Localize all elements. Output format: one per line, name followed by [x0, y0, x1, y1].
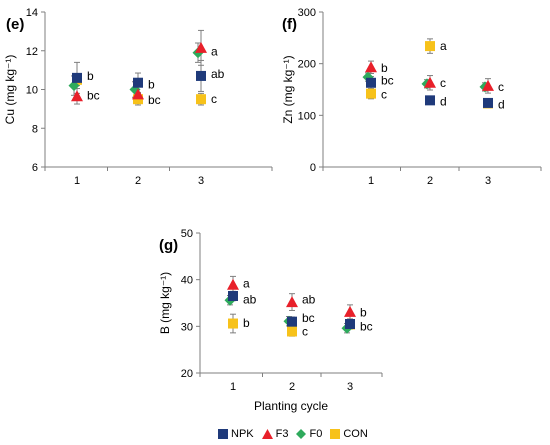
f3-data-point: [286, 296, 298, 308]
f3-triangle-marker-icon: [261, 429, 273, 439]
f3-data-point: [365, 61, 377, 73]
f3-data-point: [71, 90, 83, 102]
f3-data-point: [344, 305, 356, 317]
f3-data-point: [132, 88, 144, 100]
f3-data-point: [227, 278, 239, 290]
x-axis-title: Planting cycle: [254, 399, 328, 413]
f3-data-point: [195, 41, 207, 53]
significance-letter: b: [360, 305, 367, 319]
f3-data-point: [424, 76, 436, 88]
significance-letter: ab: [211, 67, 225, 81]
legend-item-con: CON: [330, 428, 368, 440]
panel-label: (g): [159, 237, 178, 254]
x-tick-label: 3: [347, 381, 353, 393]
significance-letter: c: [381, 88, 387, 102]
y-tick-label: 30: [181, 321, 193, 333]
significance-letter: b: [381, 61, 388, 75]
panel-label: (e): [6, 16, 24, 33]
legend-item-npk: NPK: [218, 428, 254, 440]
significance-letter: bc: [148, 93, 161, 107]
legend-label: F0: [309, 428, 323, 440]
con-square-marker-icon: [330, 429, 341, 439]
legend-item-f3: F3: [261, 428, 289, 440]
significance-letter: b: [243, 316, 250, 330]
significance-letter: c: [302, 324, 308, 338]
y-tick-label: 6: [32, 162, 38, 174]
npk-data-point: [133, 77, 143, 88]
significance-letter: b: [148, 78, 155, 92]
npk-data-point: [196, 70, 206, 81]
con-data-point: [366, 88, 376, 99]
significance-letter: a: [243, 276, 250, 290]
legend-label: CON: [343, 428, 368, 440]
x-tick-label: 3: [485, 175, 491, 187]
significance-letter: d: [498, 97, 505, 111]
x-tick-label: 2: [289, 381, 295, 393]
panel-label: (f): [282, 16, 297, 33]
con-data-point: [425, 41, 435, 52]
significance-letter: c: [498, 80, 504, 94]
x-tick-label: 1: [230, 381, 236, 393]
legend-label: NPK: [231, 428, 254, 440]
npk-data-point: [72, 72, 82, 83]
significance-letter: bc: [87, 88, 100, 102]
con-data-point: [287, 326, 297, 337]
npk-data-point: [228, 291, 238, 301]
significance-letter: c: [440, 76, 446, 90]
legend-item-f0: F0: [296, 428, 322, 440]
significance-letter: ab: [302, 293, 316, 307]
x-tick-label: 2: [427, 175, 433, 187]
npk-data-point: [483, 97, 493, 108]
significance-letter: bc: [381, 74, 394, 88]
significance-letter: a: [211, 45, 218, 59]
y-tick-label: 40: [181, 275, 193, 287]
f0-diamond-marker-icon: [296, 429, 307, 439]
x-tick-label: 3: [198, 175, 204, 187]
con-data-point: [196, 94, 206, 105]
y-axis-title: Zn (mg kg⁻¹): [281, 55, 295, 123]
y-tick-label: 14: [26, 7, 38, 19]
y-tick-label: 0: [310, 162, 316, 174]
x-tick-label: 1: [74, 175, 80, 187]
npk-data-point: [287, 316, 297, 327]
significance-letter: a: [440, 39, 447, 53]
npk-square-marker-icon: [218, 429, 228, 439]
y-tick-label: 8: [32, 123, 38, 135]
y-tick-label: 20: [181, 368, 193, 380]
y-tick-label: 100: [298, 110, 316, 122]
significance-letter: bc: [360, 319, 373, 333]
con-data-point: [228, 318, 238, 329]
legend-label: F3: [275, 428, 289, 440]
legend: NPK F3 F0 CON: [218, 428, 368, 440]
y-tick-label: 12: [26, 46, 38, 58]
y-tick-label: 10: [26, 85, 38, 97]
significance-letter: bc: [302, 311, 315, 325]
npk-data-point: [345, 319, 355, 329]
npk-data-point: [425, 95, 435, 106]
significance-letter: ab: [243, 293, 257, 307]
significance-letter: d: [440, 94, 447, 108]
x-tick-label: 1: [368, 175, 374, 187]
npk-data-point: [366, 77, 376, 88]
significance-letter: b: [87, 69, 94, 83]
f3-data-point: [482, 79, 494, 91]
x-tick-label: 2: [135, 175, 141, 187]
y-tick-label: 200: [298, 59, 316, 71]
significance-letter: c: [211, 92, 217, 106]
y-axis-title: B (mg kg⁻¹): [158, 272, 172, 334]
y-axis-title: Cu (mg kg⁻¹): [3, 55, 17, 125]
y-tick-label: 300: [298, 7, 316, 19]
y-tick-label: 50: [181, 228, 193, 240]
